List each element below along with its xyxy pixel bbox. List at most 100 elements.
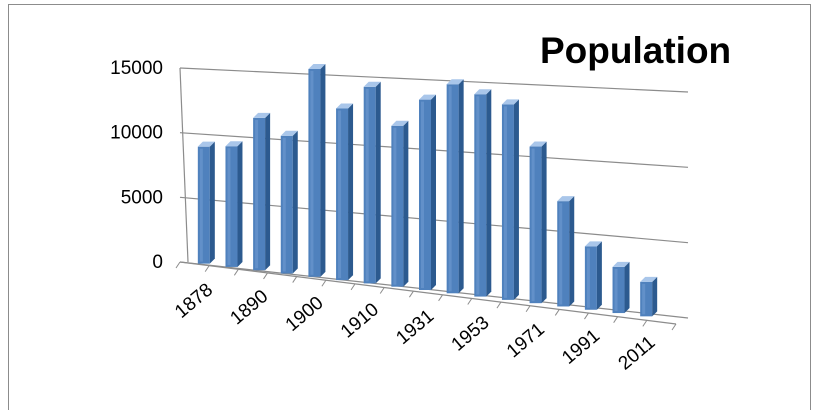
x-tick-mark xyxy=(379,287,385,294)
bar xyxy=(308,63,326,277)
bar-side xyxy=(569,196,575,307)
bar-side xyxy=(596,241,602,310)
bar-top xyxy=(197,141,215,147)
x-tick-mark xyxy=(204,265,210,272)
x-tick-label: 1931 xyxy=(392,306,438,349)
bar-side xyxy=(431,94,436,290)
bar-highlight xyxy=(310,70,314,275)
bar-front xyxy=(557,201,570,307)
bar-front xyxy=(501,104,514,300)
bar-side xyxy=(348,103,354,281)
bar-front xyxy=(253,117,266,271)
x-tick-label: 1953 xyxy=(448,312,494,355)
bar-top xyxy=(584,241,602,247)
bar-top xyxy=(612,261,630,267)
x-tick-label: 1890 xyxy=(226,286,272,329)
bar-top xyxy=(557,196,575,202)
bar xyxy=(474,89,492,297)
bar-top xyxy=(363,81,381,87)
bar xyxy=(584,241,602,310)
x-tick-mark xyxy=(584,312,589,320)
bar-highlight xyxy=(199,148,203,262)
bar-highlight xyxy=(614,268,618,312)
bar-highlight xyxy=(421,101,424,288)
bar-highlight xyxy=(255,119,259,269)
bar-top xyxy=(391,120,409,126)
bar xyxy=(336,103,354,281)
x-tick-mark xyxy=(408,290,414,298)
bar-highlight xyxy=(476,96,480,295)
chart-title: Population xyxy=(540,30,732,71)
bar xyxy=(640,276,658,317)
bar-front xyxy=(419,99,431,290)
bar-front xyxy=(225,146,238,267)
bar xyxy=(557,196,575,307)
x-tick-mark xyxy=(292,276,298,283)
bar-top xyxy=(474,89,492,95)
y-tick-label: 0 xyxy=(152,252,163,273)
x-tick-label: 1971 xyxy=(503,319,549,362)
x-tick-label: 1878 xyxy=(171,279,217,322)
bar-side xyxy=(403,120,409,287)
x-tick-mark xyxy=(438,294,444,302)
bar-highlight xyxy=(282,137,286,272)
bar-side xyxy=(652,276,658,317)
bar-top xyxy=(225,141,243,147)
bar-side xyxy=(292,130,298,274)
bar-highlight xyxy=(559,203,563,305)
bar-top xyxy=(280,130,298,136)
bar-top xyxy=(529,141,547,147)
bar xyxy=(446,79,464,294)
bar-front xyxy=(584,246,597,310)
bar-side xyxy=(237,141,243,267)
bar xyxy=(419,94,436,290)
bar-top xyxy=(253,112,271,118)
bar-side xyxy=(541,141,547,304)
bar-top xyxy=(336,103,354,109)
bar-series xyxy=(197,63,658,317)
bar xyxy=(529,141,547,304)
bar-front xyxy=(446,84,459,294)
gridline xyxy=(179,67,689,93)
y-tick-label: 10000 xyxy=(110,123,163,144)
x-tick-mark xyxy=(321,279,327,287)
bar-highlight xyxy=(338,110,342,279)
bar-top xyxy=(640,276,658,282)
x-tick-mark xyxy=(642,320,648,327)
x-tick-mark xyxy=(496,301,502,309)
bar-front xyxy=(391,125,404,287)
bar-highlight xyxy=(586,248,590,308)
y-axis-line xyxy=(179,67,189,263)
bar-highlight xyxy=(642,283,646,315)
bar-top xyxy=(446,79,464,85)
bar-highlight xyxy=(227,148,231,265)
x-tick-label: 1991 xyxy=(558,326,604,369)
x-axis-line xyxy=(179,261,677,325)
bar xyxy=(363,81,381,284)
bar-highlight xyxy=(503,106,507,298)
bar-side xyxy=(375,81,381,284)
x-tick-mark xyxy=(671,323,677,331)
y-tick-label: 15000 xyxy=(110,58,163,79)
bar-side xyxy=(265,112,271,271)
bar-top xyxy=(501,99,519,105)
bar-front xyxy=(363,86,376,284)
x-tick-mark xyxy=(467,298,473,305)
x-tick-mark xyxy=(554,309,560,316)
bar-side xyxy=(320,63,326,277)
bar-front xyxy=(640,281,653,317)
bar xyxy=(197,141,215,264)
bar-highlight xyxy=(365,88,369,282)
x-tick-label: 1910 xyxy=(337,299,383,342)
bar-front xyxy=(197,146,210,264)
bar-front xyxy=(529,146,542,304)
bar-side xyxy=(486,89,492,297)
x-tick-label: 2011 xyxy=(615,332,660,374)
bar-highlight xyxy=(448,86,452,292)
bar xyxy=(612,261,630,314)
bar-front xyxy=(280,135,293,274)
bar-front xyxy=(308,68,321,277)
bar-front xyxy=(336,108,349,281)
bar-front xyxy=(474,94,487,297)
bar-top xyxy=(308,63,326,69)
